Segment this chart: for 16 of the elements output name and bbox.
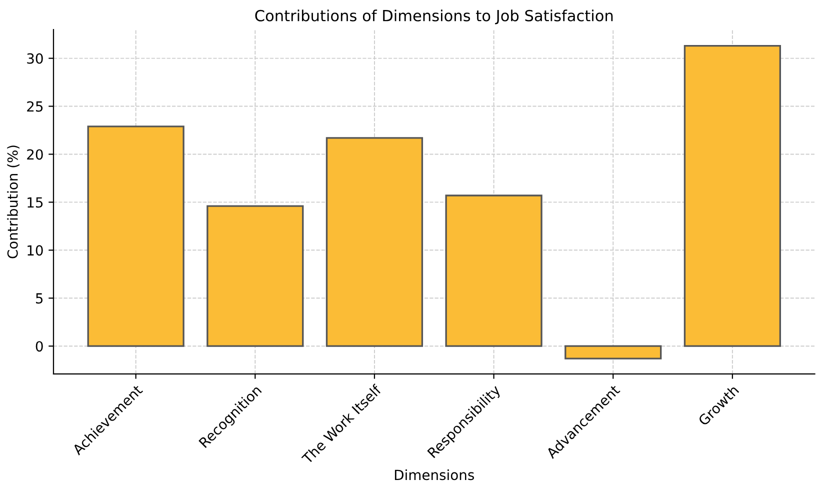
bar: [326, 137, 424, 347]
y-tick-label: 0: [36, 341, 43, 352]
y-tick-label: 15: [28, 197, 43, 208]
bar: [684, 44, 781, 347]
bar: [206, 205, 304, 347]
y-tick-label: 5: [36, 293, 43, 304]
bar: [87, 126, 184, 347]
y-tick-label: 25: [27, 101, 43, 112]
y-axis-title: Contribution (%): [7, 146, 20, 258]
x-axis-title: Dimensions: [394, 469, 474, 480]
y-tick-label: 30: [27, 53, 43, 64]
y-tick-label: 20: [27, 149, 43, 160]
bar: [564, 345, 662, 360]
y-tick-label: 10: [28, 245, 43, 256]
bar: [445, 194, 542, 347]
chart-title: Contributions of Dimensions to Job Satisfaction: [255, 10, 613, 24]
